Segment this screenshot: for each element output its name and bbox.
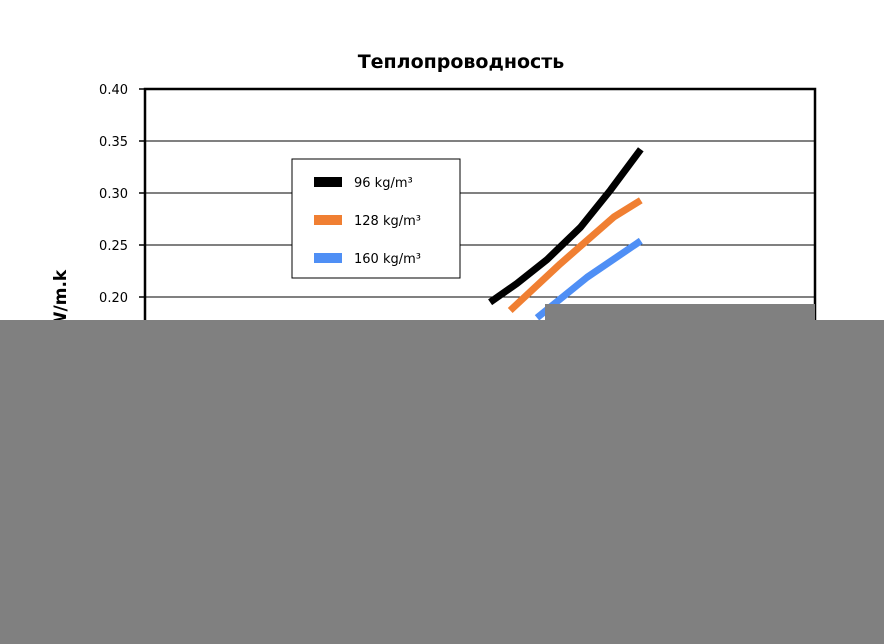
y-axis-label: W/m.k <box>51 269 71 330</box>
y-axis-ticks: 0.40 0.35 0.30 0.25 0.20 <box>99 83 145 306</box>
y-tick-label-3: 0.25 <box>99 239 128 254</box>
legend-label-2: 160 kg/m³ <box>354 252 421 267</box>
grid <box>145 140 815 298</box>
chart-title: Теплопроводность <box>358 51 565 73</box>
legend-swatch-1 <box>314 215 342 225</box>
legend-label-0: 96 kg/m³ <box>354 176 413 191</box>
series-lines <box>488 147 644 321</box>
y-tick-label-2: 0.30 <box>99 187 128 202</box>
series-line-1 <box>507 197 643 314</box>
legend: 96 kg/m³ 128 kg/m³ 160 kg/m³ <box>291 158 461 279</box>
y-tick-label-4: 0.20 <box>99 291 128 306</box>
legend-swatch-0 <box>314 177 342 187</box>
legend-swatch-2 <box>314 253 342 263</box>
gray-occluder-notch <box>545 304 815 321</box>
y-tick-label-0: 0.40 <box>99 83 128 98</box>
y-tick-label-1: 0.35 <box>99 135 128 150</box>
series-line-0 <box>488 147 644 306</box>
legend-label-1: 128 kg/m³ <box>354 214 421 229</box>
gray-occluder <box>0 320 884 644</box>
